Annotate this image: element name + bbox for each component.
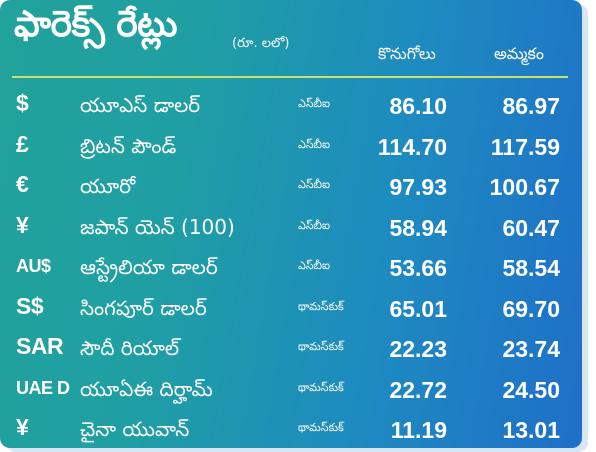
bank-name: ఎస్‌బీఐ — [298, 178, 331, 191]
currency-name: సౌదీ రియాల్ — [80, 336, 180, 360]
sell-rate: 69.70 — [502, 295, 560, 322]
sell-rate: 58.54 — [502, 255, 560, 281]
table-row: S$ సింగపూర్ డాలర్ థామస్‌కుక్ 65.01 69.70 — [0, 287, 582, 328]
page-title: ఫారెక్స్ రేట్లు — [14, 4, 178, 45]
bank-name: ఎస్‌బీఐ — [298, 97, 331, 110]
buy-rate: 22.23 — [389, 336, 447, 362]
bank-name: థామస్‌కుక్ — [298, 380, 344, 394]
table-row: ¥ చైనా యువాన్ థామస్‌కుక్ 11.19 13.01 — [0, 408, 582, 448]
bank-name: ఎస్‌బీఐ — [298, 218, 331, 232]
bank-name: ఎస్‌బీఐ — [298, 137, 331, 151]
bank-name: థామస్‌కుక్ — [298, 340, 344, 353]
buy-rate: 58.94 — [389, 214, 447, 241]
buy-rate: 97.93 — [389, 174, 447, 200]
table-row: ¥ జపాన్ యెన్ (100) ఎస్‌బీఐ 58.94 60.47 — [0, 206, 582, 247]
buy-column-header: కొనుగోలు — [378, 44, 436, 63]
table-row: UAE D యూఏఈ దిర్హామ్ థామస్‌కుక్ 22.72 24.… — [0, 368, 582, 409]
table-row: € యూరో ఎస్‌బీఐ 97.93 100.67 — [0, 165, 582, 206]
buy-rate: 53.66 — [389, 255, 447, 281]
bank-name: ఎస్‌బీఐ — [298, 259, 331, 272]
currency-name: చైనా యువాన్ — [80, 417, 190, 441]
table-row: £ బ్రిటన్ పౌండ్ ఎస్‌బీఐ 114.70 117.59 — [0, 125, 582, 166]
sell-rate: 86.97 — [502, 93, 560, 119]
currency-symbol: AU$ — [16, 256, 51, 276]
currency-symbol: $ — [16, 90, 29, 116]
buy-rate: 114.70 — [377, 133, 447, 160]
bank-name: థామస్‌కుక్ — [298, 421, 344, 434]
table-row: AU$ ఆస్ట్రేలియా డాలర్ ఎస్‌బీఐ 53.66 58.5… — [0, 246, 582, 287]
forex-rates-card: ఫారెక్స్ రేట్లు (రూ. లలో) కొనుగోలు అమ్మక… — [0, 0, 582, 448]
buy-rate: 65.01 — [389, 295, 447, 322]
currency-name: సింగపూర్ డాలర్ — [80, 295, 207, 320]
sell-rate: 100.67 — [489, 174, 560, 200]
sell-rate: 13.01 — [502, 417, 560, 443]
header-divider — [12, 76, 568, 78]
sell-rate: 24.50 — [502, 376, 560, 403]
currency-name: యూఎస్ డాలర్ — [80, 93, 201, 117]
sell-column-header: అమ్మకం — [494, 44, 544, 63]
currency-symbol: S$ — [16, 292, 44, 319]
currency-symbol: ¥ — [16, 414, 29, 440]
currency-symbol: € — [16, 171, 29, 197]
currency-symbol: £ — [16, 130, 29, 157]
currency-unit-note: (రూ. లలో) — [232, 36, 290, 51]
currency-name: ఆస్ట్రేలియా డాలర్ — [80, 255, 218, 279]
rates-table: $ యూఎస్ డాలర్ ఎస్‌బీఐ 86.10 86.97 £ బ్రి… — [0, 84, 582, 448]
currency-name: యూరో — [80, 174, 136, 198]
bank-name: థామస్‌కుక్ — [298, 299, 344, 313]
table-row: $ యూఎస్ డాలర్ ఎస్‌బీఐ 86.10 86.97 — [0, 84, 582, 125]
currency-name: జపాన్ యెన్ (100) — [80, 214, 235, 239]
currency-symbol: ¥ — [16, 211, 29, 238]
table-row: SAR సౌదీ రియాల్ థామస్‌కుక్ 22.23 23.74 — [0, 327, 582, 368]
buy-rate: 22.72 — [389, 376, 447, 403]
buy-rate: 11.19 — [390, 417, 447, 443]
currency-symbol: UAE D — [16, 377, 70, 398]
sell-rate: 23.74 — [502, 336, 560, 362]
buy-rate: 86.10 — [389, 93, 447, 119]
currency-name: యూఏఈ దిర్హామ్ — [80, 376, 213, 401]
currency-name: బ్రిటన్ పౌండ్ — [80, 133, 177, 158]
sell-rate: 117.59 — [490, 133, 560, 160]
sell-rate: 60.47 — [502, 214, 560, 241]
currency-symbol: SAR — [16, 333, 64, 359]
